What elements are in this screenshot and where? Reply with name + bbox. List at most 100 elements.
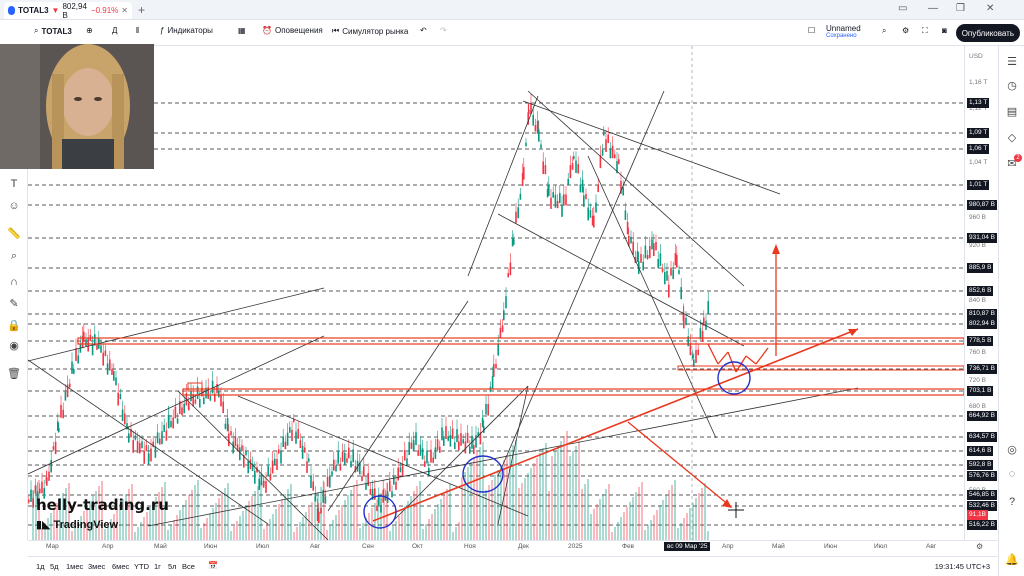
- candle-body: [239, 447, 241, 461]
- layers-icon[interactable]: ◇: [1007, 132, 1017, 144]
- price-chart-svg[interactable]: [27, 46, 965, 541]
- bell-icon[interactable]: 🔔: [1005, 554, 1019, 566]
- range-button[interactable]: 6мес: [112, 562, 130, 571]
- price-level-label: 852,6 B: [967, 286, 994, 296]
- candle-body: [374, 488, 376, 500]
- candle-body: [226, 418, 229, 432]
- candle-body: [331, 471, 333, 476]
- volume-bar: [179, 510, 181, 540]
- volume-bar: [347, 495, 349, 540]
- emoji-icon[interactable]: ☺: [8, 200, 20, 212]
- replay-button[interactable]: ⏮ Симулятор рынка: [332, 26, 408, 36]
- publish-button[interactable]: Опубликовать: [955, 24, 1020, 42]
- help-icon[interactable]: ?: [1008, 496, 1016, 508]
- undo-icon[interactable]: ↶: [420, 26, 427, 35]
- volume-bar: [143, 517, 145, 540]
- candle-body: [456, 429, 458, 443]
- lock-icon[interactable]: 🔒: [7, 320, 21, 332]
- range-button[interactable]: 5д: [50, 562, 59, 571]
- candle-body: [513, 239, 515, 245]
- compare-plus-icon[interactable]: ⊕: [86, 26, 93, 35]
- screen-icon[interactable]: ▭: [898, 3, 908, 14]
- watchlist-icon[interactable]: ☰: [1007, 56, 1017, 68]
- indicators-button[interactable]: ƒ Индикаторы: [160, 26, 213, 35]
- new-tab-plus-icon[interactable]: +: [138, 3, 146, 17]
- price-tick-label: 760 B: [969, 349, 986, 356]
- redo-icon[interactable]: ↷: [440, 26, 447, 35]
- volume-bar: [449, 484, 451, 540]
- alerts-button[interactable]: ⏰ Оповещения: [262, 26, 323, 35]
- text-tool-icon[interactable]: T: [10, 178, 18, 190]
- volume-bar: [221, 493, 223, 540]
- range-button[interactable]: 1д: [36, 562, 45, 571]
- quick-search-icon[interactable]: ⌕: [882, 26, 887, 35]
- volume-bar: [257, 486, 259, 540]
- volume-bar: [476, 452, 478, 540]
- maximize-icon[interactable]: ❐: [956, 3, 965, 14]
- eye-icon[interactable]: ◉: [9, 340, 19, 352]
- camera-icon[interactable]: ◙: [942, 26, 947, 35]
- range-button[interactable]: 1г: [154, 562, 161, 571]
- candle-style-icon[interactable]: ⫴: [136, 26, 140, 35]
- volume-bar: [359, 528, 361, 540]
- layout-name[interactable]: Unnamed Сохранено: [826, 24, 861, 39]
- candle-body: [618, 159, 620, 164]
- volume-bar: [581, 489, 583, 540]
- ruler-icon[interactable]: 📏: [7, 228, 21, 240]
- volume-bar: [614, 527, 616, 540]
- time-axis[interactable]: Мар Апр Май Июн Июл Авг Сен Окт Ноя Дек 2025 Фев Апр…: [28, 540, 998, 554]
- range-button[interactable]: YTD: [134, 562, 149, 571]
- trash-icon[interactable]: 🗑: [7, 368, 21, 380]
- volume-bar: [281, 499, 283, 540]
- chart-pane[interactable]: [27, 46, 965, 541]
- candle-body: [205, 387, 207, 399]
- volume-bar: [95, 491, 97, 540]
- chart-tab[interactable]: TOTAL3 ▼ 802,94 B −0.91% ✕: [4, 2, 132, 20]
- price-tick-label: 840 B: [969, 297, 986, 304]
- fullscreen-icon[interactable]: ⛶: [922, 26, 928, 35]
- candle-body: [417, 450, 419, 456]
- range-button[interactable]: 5л: [168, 562, 177, 571]
- axis-settings-icon[interactable]: ⚙: [976, 542, 984, 551]
- volume-bar: [437, 504, 439, 540]
- templates-grid-icon[interactable]: ▦: [238, 26, 246, 35]
- symbol-search[interactable]: ⌕ TOTAL3: [34, 26, 72, 36]
- alerts-clock-icon[interactable]: ◷: [1007, 80, 1017, 92]
- candle-body: [397, 467, 399, 481]
- candle-body: [569, 165, 572, 179]
- settings-gear-icon[interactable]: ⚙: [902, 26, 910, 35]
- candle-body: [473, 444, 475, 455]
- volume-bar: [110, 519, 112, 540]
- range-button[interactable]: Все: [182, 562, 195, 571]
- minimize-icon[interactable]: —: [928, 3, 938, 14]
- range-button[interactable]: 3мес: [88, 562, 106, 571]
- ideas-icon[interactable]: ◌: [1008, 468, 1016, 480]
- range-button[interactable]: 1мес: [66, 562, 84, 571]
- pencil-lock-icon[interactable]: ✎: [9, 298, 19, 310]
- time-tick-label: Мар: [46, 543, 59, 550]
- candle-body: [607, 134, 609, 144]
- magnet-icon[interactable]: ∩: [10, 276, 18, 288]
- layout-checkbox-icon[interactable]: ☐: [808, 26, 816, 35]
- notifications-icon[interactable]: ✉: [1007, 158, 1017, 170]
- target-icon[interactable]: ◎: [1007, 444, 1017, 456]
- volume-bar: [497, 470, 499, 540]
- candle-body: [644, 245, 647, 259]
- window-close-icon[interactable]: ✕: [986, 3, 995, 14]
- data-window-icon[interactable]: ▤: [1006, 106, 1018, 118]
- replay-icon: ⏮: [332, 26, 340, 35]
- candle-body: [284, 441, 287, 450]
- volume-bar: [551, 456, 553, 540]
- volume-bar: [89, 501, 91, 540]
- price-scale[interactable]: USD 1,16 T 1,12 T 1,04 T 960 B 920 B 840 B 760…: [964, 46, 998, 540]
- volume-bar: [191, 490, 193, 540]
- volume-bar: [224, 488, 226, 540]
- interval-button[interactable]: Д: [112, 26, 118, 35]
- candle-body: [365, 482, 367, 490]
- date-range-calendar-icon[interactable]: 📅: [208, 561, 218, 570]
- candle-body: [119, 394, 122, 399]
- volume-bar: [206, 518, 208, 540]
- tab-close-icon[interactable]: ✕: [121, 6, 128, 15]
- candle-body: [499, 327, 502, 339]
- zoom-icon[interactable]: ⌕: [10, 250, 18, 262]
